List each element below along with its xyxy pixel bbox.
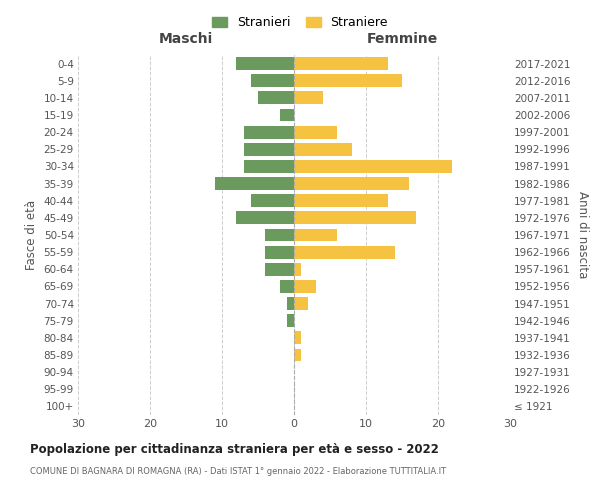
Bar <box>244 143 294 156</box>
Bar <box>294 160 452 173</box>
Bar <box>294 92 323 104</box>
Bar <box>294 57 388 70</box>
Bar <box>280 108 294 122</box>
Bar <box>294 332 301 344</box>
Bar <box>265 263 294 276</box>
Bar <box>236 212 294 224</box>
Bar <box>258 92 294 104</box>
Bar <box>294 263 301 276</box>
Bar <box>294 228 337 241</box>
Legend: Stranieri, Straniere: Stranieri, Straniere <box>207 11 393 34</box>
Bar <box>294 297 308 310</box>
Bar <box>294 246 395 258</box>
Bar <box>236 57 294 70</box>
Bar <box>294 280 316 293</box>
Bar <box>294 74 402 87</box>
Text: COMUNE DI BAGNARA DI ROMAGNA (RA) - Dati ISTAT 1° gennaio 2022 - Elaborazione TU: COMUNE DI BAGNARA DI ROMAGNA (RA) - Dati… <box>30 468 446 476</box>
Bar <box>294 212 416 224</box>
Bar <box>294 177 409 190</box>
Bar <box>294 126 337 138</box>
Bar <box>251 194 294 207</box>
Text: Maschi: Maschi <box>159 32 213 46</box>
Bar <box>294 348 301 362</box>
Bar <box>265 246 294 258</box>
Bar <box>244 126 294 138</box>
Bar <box>280 280 294 293</box>
Y-axis label: Fasce di età: Fasce di età <box>25 200 38 270</box>
Bar <box>215 177 294 190</box>
Bar <box>287 314 294 327</box>
Text: Popolazione per cittadinanza straniera per età e sesso - 2022: Popolazione per cittadinanza straniera p… <box>30 442 439 456</box>
Y-axis label: Anni di nascita: Anni di nascita <box>577 192 589 278</box>
Text: Femmine: Femmine <box>367 32 437 46</box>
Bar <box>251 74 294 87</box>
Bar <box>294 143 352 156</box>
Bar <box>287 297 294 310</box>
Bar <box>294 194 388 207</box>
Bar <box>244 160 294 173</box>
Bar <box>265 228 294 241</box>
